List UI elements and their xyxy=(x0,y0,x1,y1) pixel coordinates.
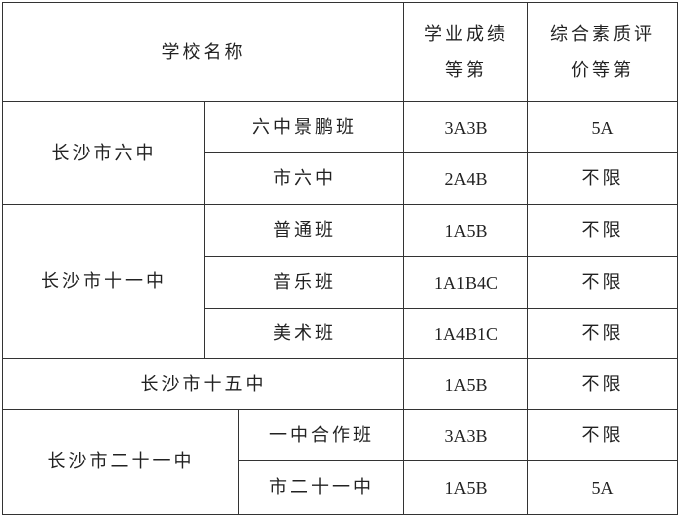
academic-grade: 3A3B xyxy=(403,101,529,154)
academic-grade: 1A5B xyxy=(403,204,529,258)
class-name: 美术班 xyxy=(204,308,405,360)
academic-grade: 2A4B xyxy=(403,152,529,206)
overall-grade: 不限 xyxy=(527,308,678,360)
class-name: 音乐班 xyxy=(204,256,405,310)
class-name: 市二十一中 xyxy=(238,460,405,515)
header-academic: 学业成绩 等第 xyxy=(403,2,529,103)
overall-grade: 5A xyxy=(527,101,678,154)
academic-grade: 1A5B xyxy=(403,460,529,515)
header-school: 学校名称 xyxy=(2,2,405,103)
school-name: 长沙市十一中 xyxy=(2,204,206,360)
overall-grade: 不限 xyxy=(527,409,678,462)
class-name: 六中景鹏班 xyxy=(204,101,405,154)
header-overall: 综合素质评 价等第 xyxy=(527,2,678,103)
academic-grade: 3A3B xyxy=(403,409,529,462)
school-name: 长沙市二十一中 xyxy=(2,409,240,515)
academic-grade: 1A5B xyxy=(403,358,529,411)
academic-grade: 1A4B1C xyxy=(403,308,529,360)
school-name: 长沙市十五中 xyxy=(2,358,405,411)
school-name: 长沙市六中 xyxy=(2,101,206,206)
class-name: 市六中 xyxy=(204,152,405,206)
overall-grade: 不限 xyxy=(527,358,678,411)
overall-grade: 不限 xyxy=(527,256,678,310)
academic-grade: 1A1B4C xyxy=(403,256,529,310)
overall-grade: 不限 xyxy=(527,152,678,206)
overall-grade: 不限 xyxy=(527,204,678,258)
overall-grade: 5A xyxy=(527,460,678,515)
class-name: 一中合作班 xyxy=(238,409,405,462)
class-name: 普通班 xyxy=(204,204,405,258)
